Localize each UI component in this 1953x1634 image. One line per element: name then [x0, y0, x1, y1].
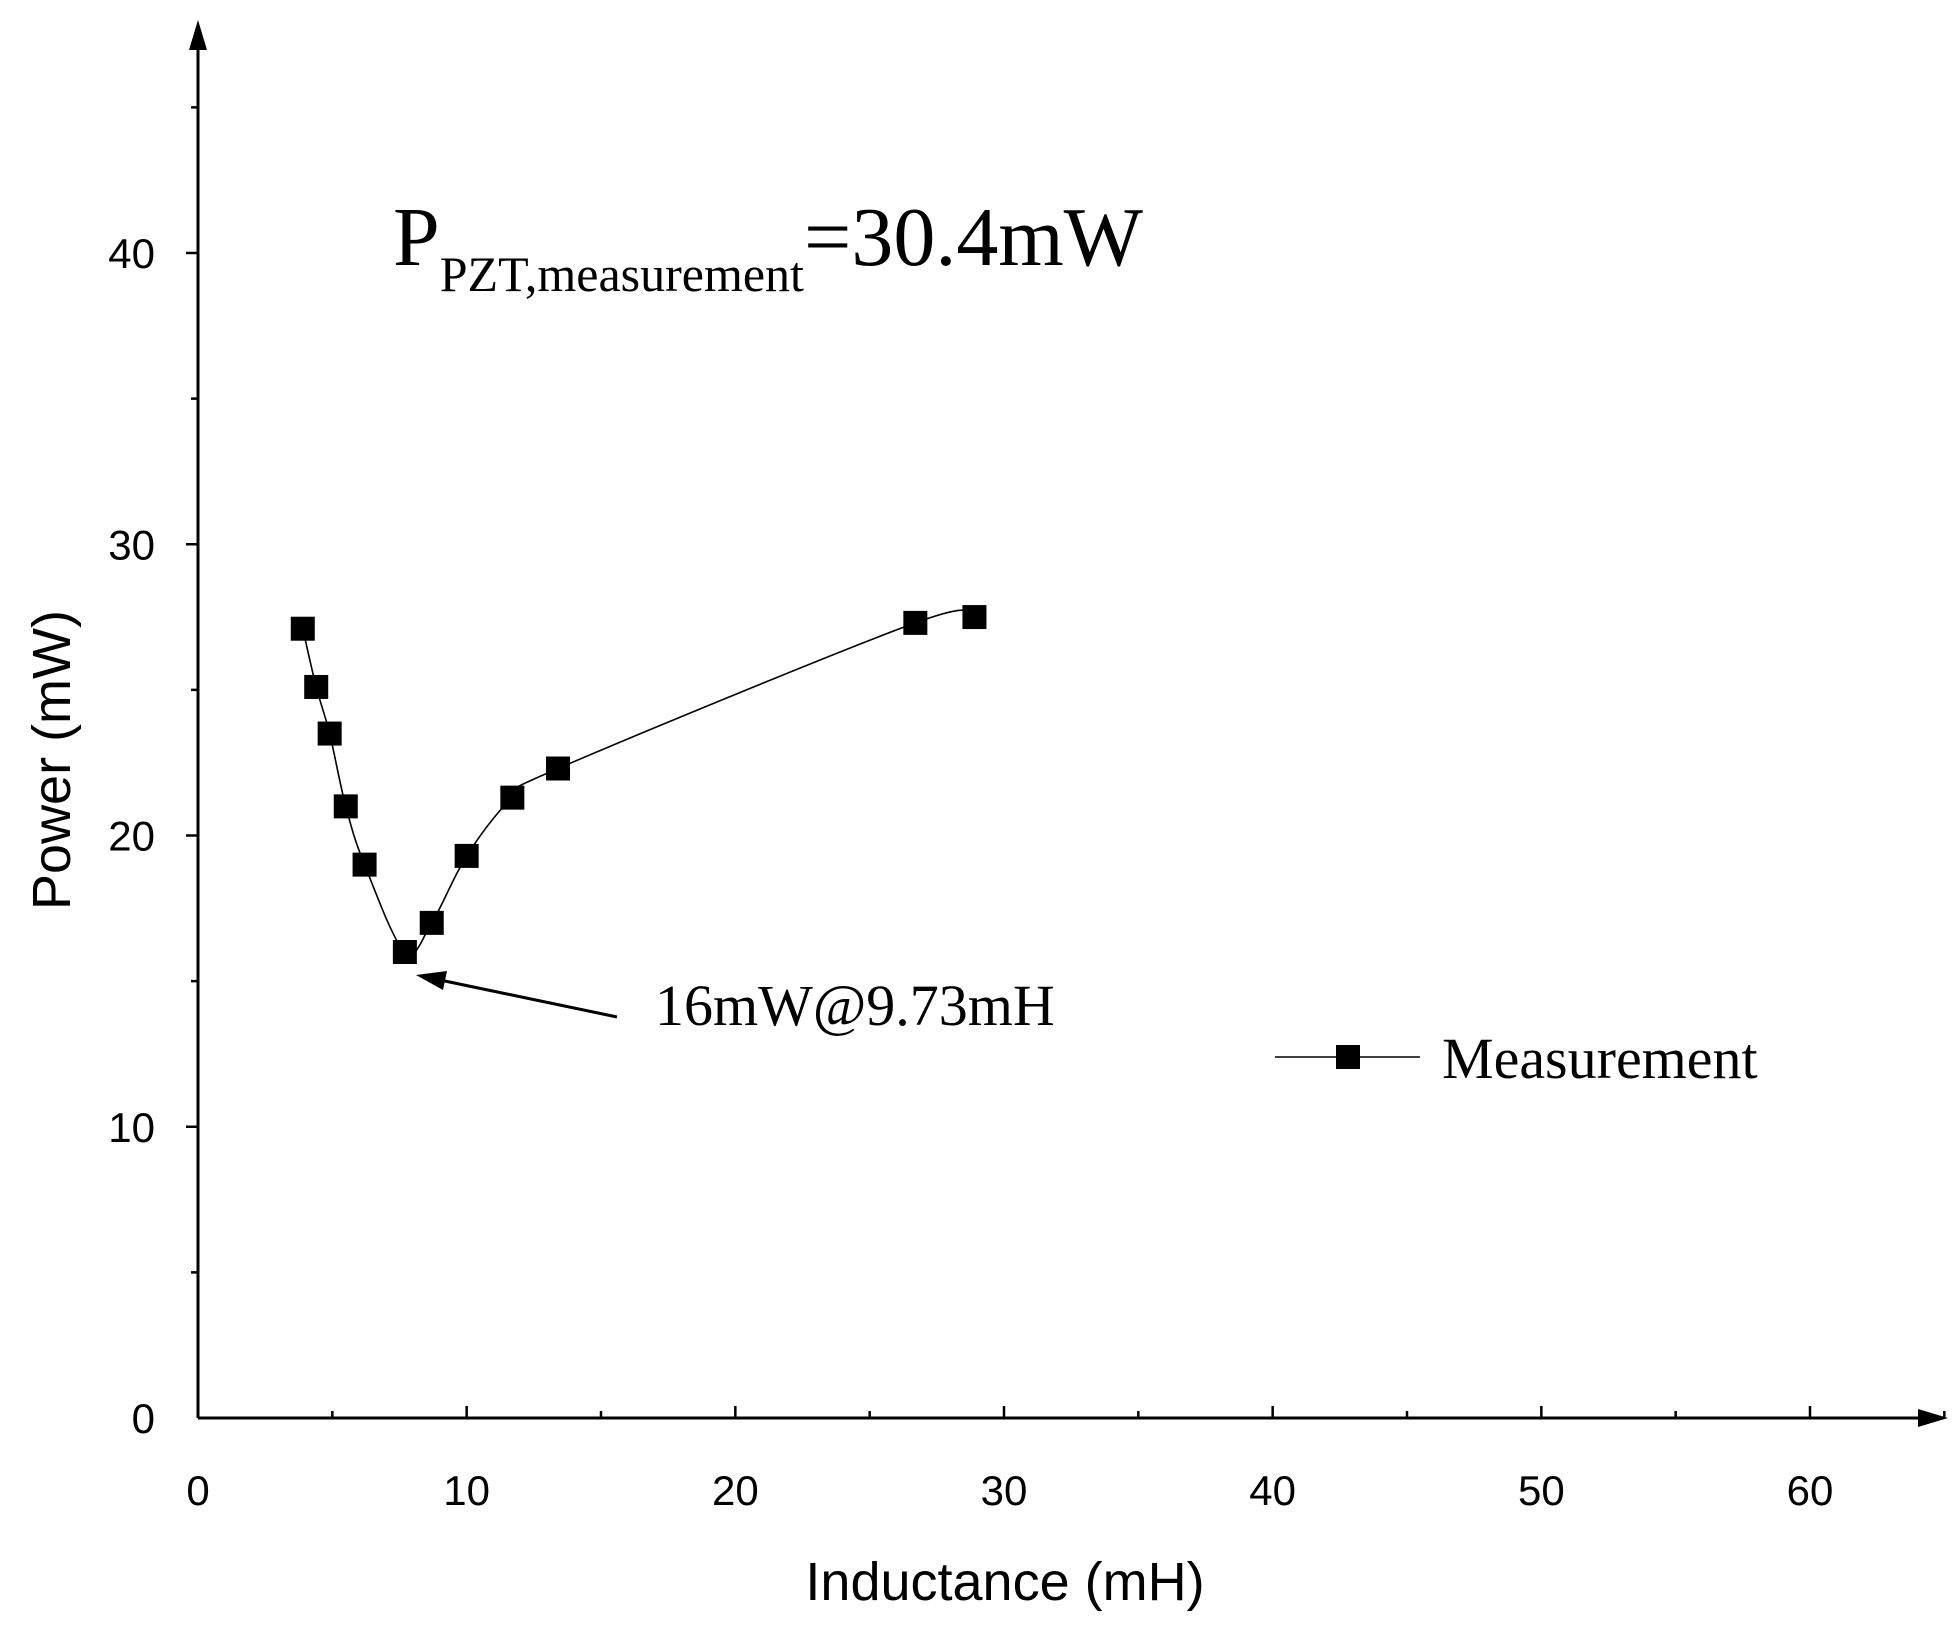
- legend-marker: [1336, 1045, 1360, 1069]
- y-tick-label: 40: [108, 230, 155, 277]
- x-tick-label: 0: [186, 1467, 209, 1514]
- x-ticks: [331, 1406, 1946, 1418]
- y-axis-title: Power (mW): [22, 610, 82, 910]
- y-tick-label: 0: [132, 1395, 155, 1442]
- minimum-annotation-arrow: [416, 971, 618, 1019]
- data-point-marker: [304, 674, 329, 699]
- y-tick-label: 10: [108, 1104, 155, 1151]
- formula-value: =30.4mW: [804, 191, 1144, 284]
- y-tick-labels: 0 10 20 30 40: [108, 230, 155, 1442]
- data-point-marker: [333, 794, 358, 819]
- formula-main: P: [393, 191, 440, 284]
- x-tick-label: 10: [443, 1467, 490, 1514]
- data-point-marker: [392, 940, 417, 964]
- y-tick-label: 30: [108, 521, 155, 568]
- legend-label: Measurement: [1442, 1026, 1758, 1091]
- data-point-marker: [903, 610, 928, 635]
- x-tick-labels: 0 10 20 30 40 50 60: [186, 1467, 1833, 1514]
- y-ticks: [186, 106, 198, 1274]
- formula-subscript: PZT,measurement: [440, 246, 804, 302]
- minimum-annotation-label: 16mW@9.73mH: [655, 973, 1055, 1038]
- measurement-series-line: [302, 609, 975, 955]
- data-point-marker: [352, 852, 377, 877]
- y-axis-arrow: [189, 20, 207, 50]
- y-tick-label: 20: [108, 813, 155, 860]
- data-point-marker: [546, 756, 571, 781]
- x-tick-label: 20: [712, 1467, 759, 1514]
- x-tick-label: 30: [981, 1467, 1028, 1514]
- x-axis-title: Inductance (mH): [805, 1552, 1204, 1612]
- data-point-marker: [500, 785, 525, 810]
- x-tick-label: 40: [1249, 1467, 1296, 1514]
- formula-annotation: PPZT,measurement=30.4mW: [393, 191, 1144, 302]
- data-point-marker: [419, 910, 444, 935]
- legend: Measurement: [1275, 1026, 1758, 1091]
- x-tick-label: 50: [1518, 1467, 1565, 1514]
- x-axis-arrow: [1918, 1409, 1948, 1427]
- data-point-marker: [317, 721, 342, 746]
- data-point-marker: [290, 616, 315, 641]
- data-point-marker: [962, 605, 987, 630]
- x-tick-label: 60: [1787, 1467, 1834, 1514]
- measurement-markers: [290, 605, 987, 964]
- data-point-marker: [454, 843, 479, 868]
- axes: [189, 20, 1948, 1427]
